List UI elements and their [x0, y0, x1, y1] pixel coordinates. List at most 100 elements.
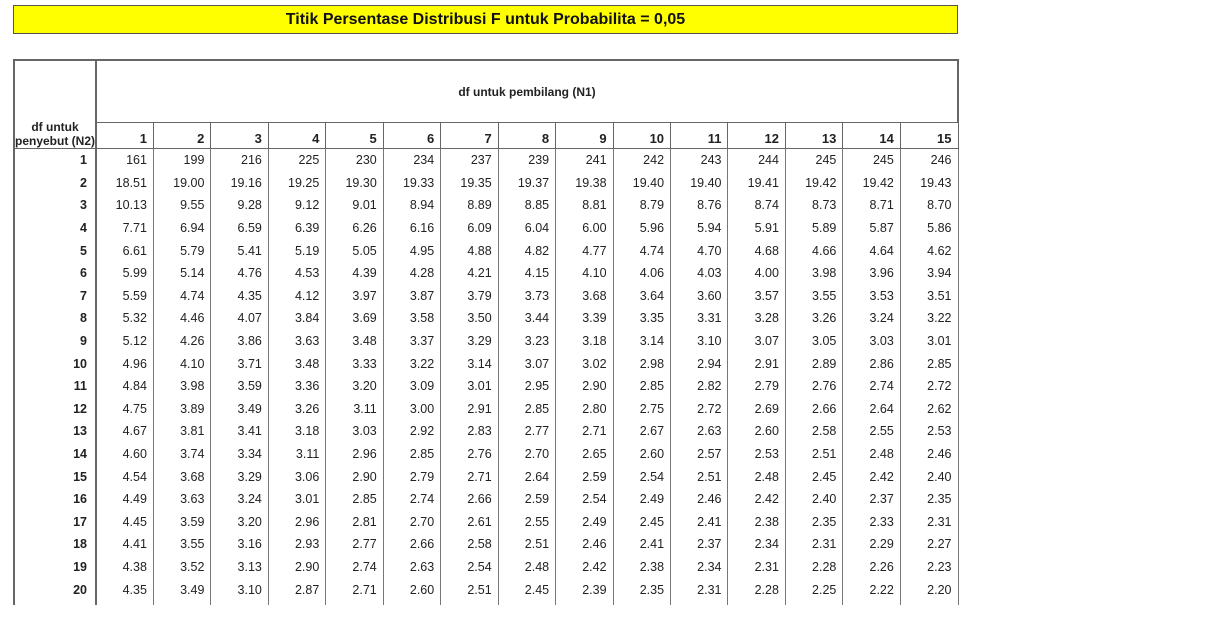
row-header: 6: [13, 261, 97, 285]
table-row: 7 5.59 4.74 4.35 4.12 3.97 3.87 3.79 3.73 3.68 3.6…: [13, 284, 959, 308]
column-header: 12: [727, 122, 786, 149]
table-cell: 2.71: [440, 465, 499, 488]
f-distribution-table-container: df untuk penyebut (N2) df untuk pembilan…: [13, 59, 959, 605]
table-row: 2 18.51 19.00 19.16 19.25 19.30 19.33 19.35 19.3…: [13, 171, 959, 195]
table-cell: 2.74: [383, 487, 442, 511]
table-cell: 4.12: [268, 284, 327, 308]
table-cell: 199: [153, 148, 212, 172]
table-cell: 2.25: [785, 578, 844, 601]
table-cell: 2.80: [555, 397, 614, 421]
table-cell: 8.73: [785, 194, 844, 217]
table-cell: 3.81: [153, 420, 212, 443]
table-cell: 2.31: [727, 555, 786, 579]
table-cell: 4.38: [96, 555, 154, 579]
table-cell: 2.23: [900, 555, 959, 579]
column-header: 13: [785, 122, 844, 149]
table-cell: 4.00: [727, 261, 786, 285]
table-cell: 6.94: [153, 216, 212, 240]
table-cell: 230: [325, 148, 384, 172]
table-cell: 3.49: [153, 578, 212, 601]
table-cell: 8.94: [383, 194, 442, 217]
table-cell: 5.12: [96, 329, 154, 353]
table-cell: 2.28: [785, 555, 844, 579]
row-header: 1: [13, 148, 97, 172]
row-header: 9: [13, 329, 97, 353]
table-cell: 3.59: [153, 510, 212, 534]
table-row: 17 4.45 3.59 3.20 2.96 2.81 2.70 2.61 2.55 2.49 2.…: [13, 510, 959, 534]
table-cell: 19.38: [555, 171, 614, 195]
column-group-label: df untuk pembilang (N1): [96, 59, 959, 123]
table-cell: 3.86: [210, 329, 269, 353]
table-cell: 3.01: [900, 329, 959, 353]
table-cell: 3.64: [613, 284, 672, 308]
table-cell: 9.12: [268, 194, 327, 217]
table-row: 5 6.61 5.79 5.41 5.19 5.05 4.95 4.88 4.82 4.77 4.7…: [13, 239, 959, 262]
table-cell: 2.67: [613, 420, 672, 443]
table-cell: 3.39: [555, 307, 614, 330]
table-cell: 3.26: [268, 397, 327, 421]
row-header: 3: [13, 194, 97, 217]
row-header: 8: [13, 307, 97, 330]
table-cell: 4.74: [153, 284, 212, 308]
row-header-label: df untuk penyebut (N2): [13, 59, 97, 149]
table-cell: 2.46: [555, 533, 614, 556]
table-cell: 2.85: [383, 442, 442, 466]
table-cell: 4.82: [498, 239, 557, 262]
table-cell: 4.74: [613, 239, 672, 262]
table-cell: 2.81: [325, 510, 384, 534]
table-row: 15 4.54 3.68 3.29 3.06 2.90 2.79 2.71 2.64 2.59 2.…: [13, 465, 959, 488]
table-cell: 2.41: [613, 533, 672, 556]
table-row: 10 4.96 4.10 3.71 3.48 3.33 3.22 3.14 3.07 3.02 2.…: [13, 352, 959, 375]
table-cell: 4.53: [268, 261, 327, 285]
table-cell: 2.60: [383, 578, 442, 601]
table-cell: 3.07: [727, 329, 786, 353]
table-cell: 2.64: [842, 397, 901, 421]
column-header: 15: [900, 122, 959, 149]
table-cell: 2.29: [842, 533, 901, 556]
table-cell: 2.27: [900, 533, 959, 556]
table-cell: 3.60: [670, 284, 729, 308]
row-header: 15: [13, 465, 97, 488]
table-cell: 8.79: [613, 194, 672, 217]
table-cell: 2.31: [785, 533, 844, 556]
table-cell: 5.86: [900, 216, 959, 240]
table-cell: 2.54: [440, 555, 499, 579]
table-cell: 7.71: [96, 216, 154, 240]
table-cell: 2.35: [900, 487, 959, 511]
table-cell: 4.03: [670, 261, 729, 285]
table-cell: 2.53: [727, 442, 786, 466]
table-cell: 3.36: [268, 374, 327, 398]
table-cell: 3.16: [210, 533, 269, 556]
table-cell: 2.77: [498, 420, 557, 443]
table-cell: 3.89: [153, 397, 212, 421]
table-cell: 2.59: [555, 465, 614, 488]
table-cell: 4.35: [210, 284, 269, 308]
table-cell: 2.42: [727, 487, 786, 511]
table-cell: 2.48: [842, 442, 901, 466]
table-cell: 19.16: [210, 171, 269, 195]
row-header: 16: [13, 487, 97, 511]
table-cell: 3.55: [153, 533, 212, 556]
table-cell: 2.75: [613, 397, 672, 421]
table-cell: 3.34: [210, 442, 269, 466]
row-header: 14: [13, 442, 97, 466]
table-cell: 3.20: [325, 374, 384, 398]
table-cell: 2.57: [670, 442, 729, 466]
table-cell: 19.41: [727, 171, 786, 195]
table-cell: 3.01: [268, 487, 327, 511]
table-cell: 19.30: [325, 171, 384, 195]
table-cell: 2.76: [440, 442, 499, 466]
table-cell: 3.87: [383, 284, 442, 308]
table-cell: 4.67: [96, 420, 154, 443]
table-cell: 3.23: [498, 329, 557, 353]
table-cell: 19.00: [153, 171, 212, 195]
table-cell: 2.64: [498, 465, 557, 488]
table-cell: 8.81: [555, 194, 614, 217]
column-header: 8: [498, 122, 557, 149]
table-cell: 4.35: [96, 578, 154, 601]
table-cell: 4.70: [670, 239, 729, 262]
table-cell: 3.97: [325, 284, 384, 308]
table-cell: 2.31: [670, 578, 729, 601]
table-cell: 4.39: [325, 261, 384, 285]
table-cell: 3.69: [325, 307, 384, 330]
